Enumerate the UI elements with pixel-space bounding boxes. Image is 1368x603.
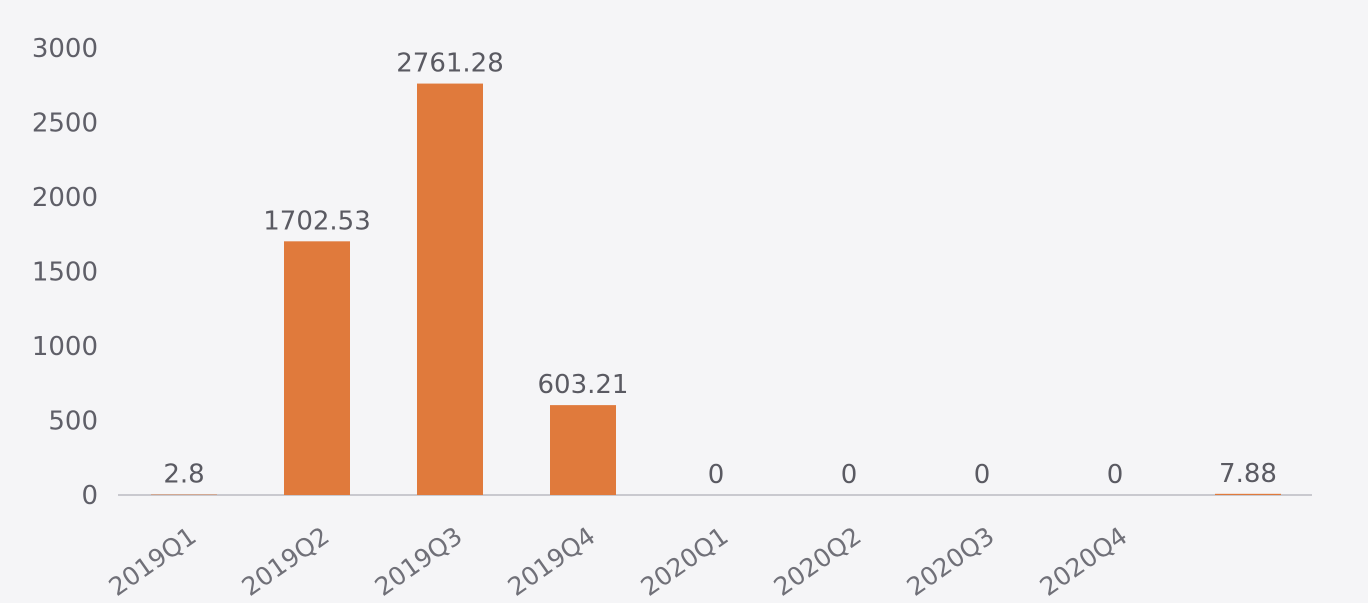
- y-tick-label: 1000: [32, 332, 98, 362]
- data-label: 0: [974, 460, 991, 490]
- data-label: 603.21: [538, 370, 629, 400]
- data-label: 2.8: [163, 460, 204, 490]
- data-label: 0: [708, 460, 725, 490]
- bar: [417, 83, 483, 496]
- bar: [1215, 493, 1281, 495]
- category-label: 2019Q1: [104, 521, 202, 602]
- data-label: 2761.28: [396, 49, 504, 79]
- y-tick-label: 1500: [32, 258, 98, 288]
- category-label: 2020Q1: [636, 521, 734, 602]
- category-label: 2020Q4: [1035, 521, 1133, 602]
- y-tick-label: 2500: [32, 109, 98, 139]
- data-label: 1702.53: [263, 206, 371, 236]
- y-tick-label: 0: [81, 481, 98, 511]
- data-labels: 2.8 1702.53 2761.28 603.21 0 0 0 0 7.88: [163, 49, 1277, 490]
- bar: [284, 241, 350, 495]
- bars: [151, 83, 1281, 496]
- x-axis: 2019Q1 2019Q2 2019Q3 2019Q4 2020Q1 2020Q2 2020…: [104, 521, 1133, 602]
- y-tick-label: 2000: [32, 183, 98, 213]
- bar: [550, 405, 616, 495]
- y-tick-label: 500: [48, 407, 98, 437]
- category-label: 2019Q2: [237, 521, 335, 602]
- category-label: 2019Q3: [370, 521, 468, 602]
- category-label: 2019Q4: [503, 521, 601, 602]
- data-label: 7.88: [1219, 459, 1277, 489]
- data-label: 0: [1107, 460, 1124, 490]
- category-label: 2020Q3: [902, 521, 1000, 602]
- category-label: 2020Q2: [769, 521, 867, 602]
- y-tick-label: 3000: [32, 34, 98, 64]
- y-axis: 0 500 1000 1500 2000 2500 3000: [32, 34, 98, 511]
- data-label: 0: [841, 460, 858, 490]
